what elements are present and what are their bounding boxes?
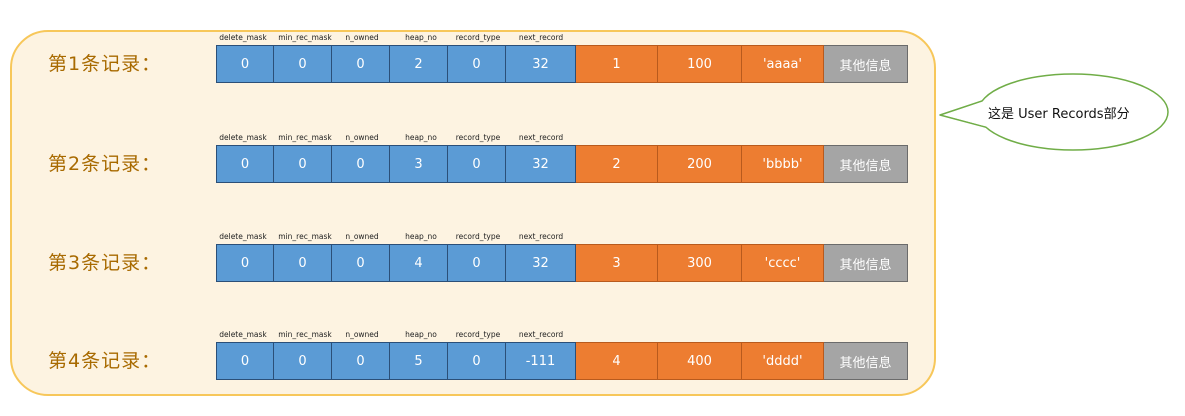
data-cell-1: 4: [576, 342, 658, 380]
record-label: 第3条记录：: [48, 252, 162, 274]
callout-shape: [939, 73, 1169, 151]
data-cell-2: 300: [658, 244, 742, 282]
field-label-delete-mask: delete_mask: [219, 133, 267, 142]
next-record-cell: -111: [506, 342, 576, 380]
data-cell-1: 2: [576, 145, 658, 183]
field-label-next-record: next_record: [518, 232, 564, 241]
field-label-min-rec-mask: min_rec_mask: [278, 133, 332, 142]
field-label-n-owned: n_owned: [345, 33, 379, 42]
field-label-next-record: next_record: [518, 133, 564, 142]
field-label-next-record: next_record: [518, 33, 564, 42]
next-record-cell: 32: [506, 244, 576, 282]
min-rec-mask-cell: 0: [274, 145, 332, 183]
record-row: 0 0 0 4 0 32 3 300 'cccc' 其他信息: [216, 244, 908, 282]
next-record-cell: 32: [506, 145, 576, 183]
record-row: 0 0 0 5 0 -111 4 400 'dddd' 其他信息: [216, 342, 908, 380]
field-label-record-type: record_type: [455, 232, 501, 241]
extra-info-cell: 其他信息: [824, 145, 908, 183]
field-label-delete-mask: delete_mask: [219, 330, 267, 339]
heap-no-cell: 2: [390, 45, 448, 83]
record-label: 第4条记录：: [48, 350, 162, 372]
delete-mask-cell: 0: [216, 45, 274, 83]
extra-info-cell: 其他信息: [824, 244, 908, 282]
record-4: 第4条记录： delete_mask min_rec_mask n_owned …: [0, 330, 936, 400]
record-2: 第2条记录： delete_mask min_rec_mask n_owned …: [0, 133, 936, 203]
record-row: 0 0 0 2 0 32 1 100 'aaaa' 其他信息: [216, 45, 908, 83]
n-owned-cell: 0: [332, 342, 390, 380]
heap-no-cell: 4: [390, 244, 448, 282]
record-1: 第1条记录： delete_mask min_rec_mask n_owned …: [0, 33, 936, 103]
record-3: 第3条记录： delete_mask min_rec_mask n_owned …: [0, 232, 936, 302]
heap-no-cell: 5: [390, 342, 448, 380]
record-type-cell: 0: [448, 244, 506, 282]
field-label-record-type: record_type: [455, 133, 501, 142]
field-label-heap-no: heap_no: [405, 133, 437, 142]
min-rec-mask-cell: 0: [274, 244, 332, 282]
record-type-cell: 0: [448, 45, 506, 83]
field-label-min-rec-mask: min_rec_mask: [278, 33, 332, 42]
data-cell-2: 200: [658, 145, 742, 183]
field-label-min-rec-mask: min_rec_mask: [278, 232, 332, 241]
callout-bubble: 这是 User Records部分: [936, 70, 1176, 160]
field-label-n-owned: n_owned: [345, 133, 379, 142]
data-cell-3: 'dddd': [742, 342, 824, 380]
field-label-heap-no: heap_no: [405, 330, 437, 339]
extra-info-cell: 其他信息: [824, 45, 908, 83]
record-type-cell: 0: [448, 145, 506, 183]
delete-mask-cell: 0: [216, 342, 274, 380]
record-label: 第2条记录：: [48, 153, 162, 175]
data-cell-2: 400: [658, 342, 742, 380]
field-label-heap-no: heap_no: [405, 232, 437, 241]
field-label-n-owned: n_owned: [345, 330, 379, 339]
user-records-panel: [10, 30, 936, 396]
field-label-next-record: next_record: [518, 330, 564, 339]
field-label-delete-mask: delete_mask: [219, 33, 267, 42]
data-cell-2: 100: [658, 45, 742, 83]
field-label-record-type: record_type: [455, 330, 501, 339]
data-cell-3: 'aaaa': [742, 45, 824, 83]
data-cell-3: 'bbbb': [742, 145, 824, 183]
record-label: 第1条记录：: [48, 53, 162, 75]
record-type-cell: 0: [448, 342, 506, 380]
field-label-delete-mask: delete_mask: [219, 232, 267, 241]
min-rec-mask-cell: 0: [274, 342, 332, 380]
field-label-min-rec-mask: min_rec_mask: [278, 330, 332, 339]
delete-mask-cell: 0: [216, 145, 274, 183]
delete-mask-cell: 0: [216, 244, 274, 282]
n-owned-cell: 0: [332, 244, 390, 282]
data-cell-1: 3: [576, 244, 658, 282]
n-owned-cell: 0: [332, 45, 390, 83]
record-row: 0 0 0 3 0 32 2 200 'bbbb' 其他信息: [216, 145, 908, 183]
data-cell-1: 1: [576, 45, 658, 83]
field-label-record-type: record_type: [455, 33, 501, 42]
n-owned-cell: 0: [332, 145, 390, 183]
field-label-n-owned: n_owned: [345, 232, 379, 241]
field-label-heap-no: heap_no: [405, 33, 437, 42]
callout-text: 这是 User Records部分: [988, 107, 1130, 122]
heap-no-cell: 3: [390, 145, 448, 183]
next-record-cell: 32: [506, 45, 576, 83]
data-cell-3: 'cccc': [742, 244, 824, 282]
extra-info-cell: 其他信息: [824, 342, 908, 380]
min-rec-mask-cell: 0: [274, 45, 332, 83]
